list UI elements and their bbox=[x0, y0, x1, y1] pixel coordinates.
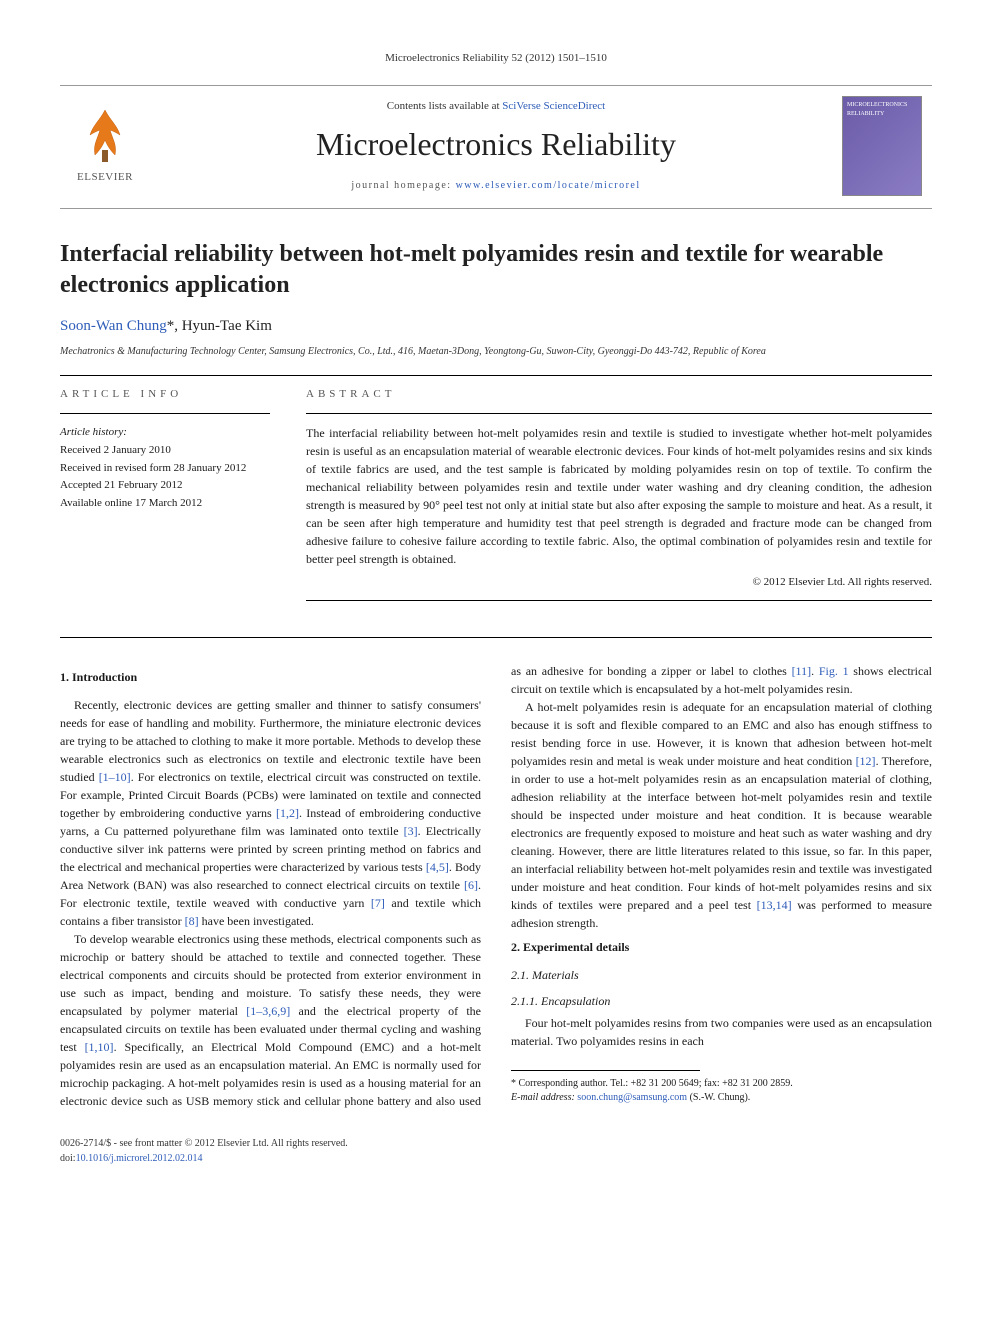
article-info-heading: ARTICLE INFO bbox=[60, 386, 270, 403]
ref-link[interactable]: [1,2] bbox=[276, 806, 299, 820]
ref-link[interactable]: [11] bbox=[792, 664, 812, 678]
copyright-line: © 2012 Elsevier Ltd. All rights reserved… bbox=[306, 574, 932, 591]
footnote-divider bbox=[511, 1070, 700, 1071]
publisher-name: ELSEVIER bbox=[77, 169, 133, 186]
journal-title: Microelectronics Reliability bbox=[150, 120, 842, 168]
article-info-row: ARTICLE INFO Article history: Received 2… bbox=[60, 386, 932, 611]
ref-link[interactable]: [8] bbox=[185, 914, 199, 928]
author-link[interactable]: Soon-Wan Chung bbox=[60, 318, 167, 334]
contents-line: Contents lists available at SciVerse Sci… bbox=[150, 98, 842, 115]
ref-link[interactable]: [1–3,6,9] bbox=[246, 1004, 290, 1018]
journal-cover: MICROELECTRONICS RELIABILITY bbox=[842, 96, 932, 196]
abstract-heading: ABSTRACT bbox=[306, 386, 932, 403]
elsevier-tree-icon bbox=[75, 105, 135, 165]
ref-link[interactable]: [6] bbox=[464, 878, 478, 892]
divider bbox=[306, 413, 932, 414]
doi-prefix: doi: bbox=[60, 1153, 76, 1164]
email-label: E-mail address: bbox=[511, 1092, 575, 1103]
body-columns: 1. Introduction Recently, electronic dev… bbox=[60, 662, 932, 1110]
ref-link[interactable]: [1–10] bbox=[99, 770, 131, 784]
corr-email-line: E-mail address: soon.chung@samsung.com (… bbox=[511, 1091, 932, 1105]
corresponding-author-footnote: * Corresponding author. Tel.: +82 31 200… bbox=[511, 1077, 932, 1105]
ref-link[interactable]: [7] bbox=[371, 896, 385, 910]
history-item: Received 2 January 2010 bbox=[60, 442, 270, 459]
authors: Soon-Wan Chung*, Hyun-Tae Kim bbox=[60, 315, 932, 338]
divider bbox=[306, 600, 932, 601]
article-title: Interfacial reliability between hot-melt… bbox=[60, 239, 932, 301]
email-link[interactable]: soon.chung@samsung.com bbox=[577, 1092, 687, 1103]
cover-thumbnail: MICROELECTRONICS RELIABILITY bbox=[842, 96, 922, 196]
intro-paragraph-1: Recently, electronic devices are getting… bbox=[60, 696, 481, 930]
divider bbox=[60, 375, 932, 376]
footer: 0026-2714/$ - see front matter © 2012 El… bbox=[60, 1136, 932, 1166]
figure-link[interactable]: Fig. 1 bbox=[819, 664, 849, 678]
section-heading-1: 1. Introduction bbox=[60, 668, 481, 686]
ref-link[interactable]: [12] bbox=[856, 754, 876, 768]
abstract-text: The interfacial reliability between hot-… bbox=[306, 424, 932, 568]
issn-line: 0026-2714/$ - see front matter © 2012 El… bbox=[60, 1136, 932, 1151]
history-item: Available online 17 March 2012 bbox=[60, 495, 270, 512]
divider bbox=[60, 637, 932, 638]
ref-link[interactable]: [4,5] bbox=[426, 860, 449, 874]
homepage-prefix: journal homepage: bbox=[351, 180, 455, 191]
corr-tel-fax: * Corresponding author. Tel.: +82 31 200… bbox=[511, 1077, 932, 1091]
running-header: Microelectronics Reliability 52 (2012) 1… bbox=[60, 50, 932, 67]
abstract-block: ABSTRACT The interfacial reliability bet… bbox=[306, 386, 932, 611]
contents-prefix: Contents lists available at bbox=[387, 100, 502, 112]
history-item: Accepted 21 February 2012 bbox=[60, 477, 270, 494]
subsection-heading-2-1: 2.1. Materials bbox=[511, 966, 932, 984]
masthead: ELSEVIER Contents lists available at Sci… bbox=[60, 85, 932, 209]
affiliation: Mechatronics & Manufacturing Technology … bbox=[60, 345, 932, 359]
publisher-logo-block: ELSEVIER bbox=[60, 105, 150, 186]
sec-2-1-1-paragraph: Four hot-melt polyamides resins from two… bbox=[511, 1014, 932, 1050]
intro-paragraph-3: A hot-melt polyamides resin is adequate … bbox=[511, 698, 932, 932]
history-item: Received in revised form 28 January 2012 bbox=[60, 460, 270, 477]
sciencedirect-link[interactable]: SciVerse ScienceDirect bbox=[502, 100, 605, 112]
ref-link[interactable]: [1,10] bbox=[85, 1040, 114, 1054]
journal-homepage: journal homepage: www.elsevier.com/locat… bbox=[150, 178, 842, 193]
doi-link[interactable]: 10.1016/j.microrel.2012.02.014 bbox=[76, 1153, 203, 1164]
homepage-link[interactable]: www.elsevier.com/locate/microrel bbox=[456, 180, 641, 191]
masthead-center: Contents lists available at SciVerse Sci… bbox=[150, 98, 842, 194]
ref-link[interactable]: [13,14] bbox=[757, 898, 792, 912]
authors-remainder: *, Hyun-Tae Kim bbox=[167, 318, 272, 334]
history-label: Article history: bbox=[60, 424, 270, 441]
ref-link[interactable]: [3] bbox=[404, 824, 418, 838]
section-heading-2: 2. Experimental details bbox=[511, 938, 932, 956]
email-suffix: (S.-W. Chung). bbox=[687, 1092, 750, 1103]
divider bbox=[60, 413, 270, 414]
article-info-left: ARTICLE INFO Article history: Received 2… bbox=[60, 386, 270, 611]
doi-line: doi:10.1016/j.microrel.2012.02.014 bbox=[60, 1151, 932, 1166]
subsubsection-heading-2-1-1: 2.1.1. Encapsulation bbox=[511, 992, 932, 1010]
